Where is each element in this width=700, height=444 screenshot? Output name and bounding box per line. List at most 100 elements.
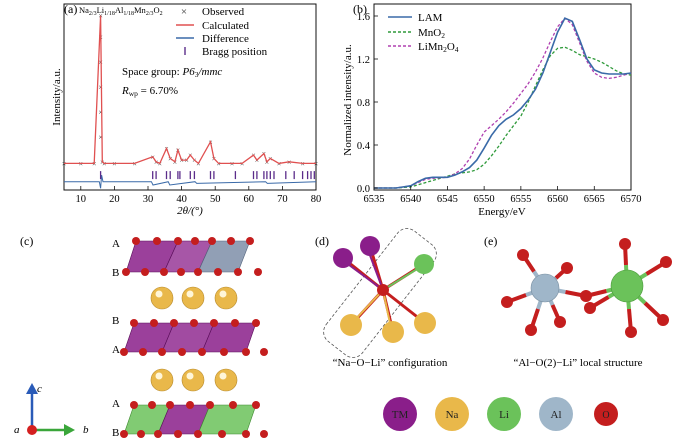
layer-label-6: B xyxy=(112,427,119,439)
o-atom xyxy=(186,401,194,409)
panel-b-xanes: (b) 6535 6540 6545 6550 6555 6560 6565 6570 0.0… xyxy=(342,2,642,218)
panel-e-label: (e) xyxy=(484,234,497,248)
panel-b-x-label: Energy/eV xyxy=(478,206,526,218)
b-axis-arrowhead xyxy=(64,424,75,436)
al-atom xyxy=(530,273,560,303)
y-tick-label: 0.4 xyxy=(357,141,371,152)
observed-marker: × xyxy=(98,133,103,142)
panel-e-caption: “Al−O(2)−Li” local structure xyxy=(513,357,642,369)
na-atom xyxy=(340,314,362,336)
x-tick-label: 70 xyxy=(277,194,288,205)
atom-color-legend: TM Na Li Al O xyxy=(383,397,618,431)
panel-c-label: (c) xyxy=(20,234,33,248)
rwp-annotation: Rwp = 6.70% xyxy=(121,85,178,98)
o-atom xyxy=(377,284,389,296)
o-atom xyxy=(122,268,130,276)
highlight xyxy=(186,372,194,380)
tm-layer-bottom xyxy=(120,401,268,438)
difference-line xyxy=(64,174,317,189)
x-tick-label: 6545 xyxy=(437,194,458,205)
legend-observed-label: Observed xyxy=(202,6,245,18)
panel-a-y-label: Intensity/a.u. xyxy=(51,68,63,126)
o-atom xyxy=(190,319,198,327)
panel-a-xrd-refinement: (a) × × ×××× × ××× ××× ××× ××× ×××× × ××××××× × × ×××… xyxy=(51,2,321,217)
bond xyxy=(382,265,423,291)
o-atom xyxy=(160,268,168,276)
o-atom xyxy=(229,401,237,409)
o-atom xyxy=(501,296,513,308)
y-tick-label: 0.8 xyxy=(357,98,370,109)
oxygen-atoms xyxy=(501,238,672,338)
x-tick-label: 6555 xyxy=(510,194,531,205)
o-atom xyxy=(657,314,669,326)
x-tick-label: 60 xyxy=(244,194,255,205)
y-tick-label: 1.6 xyxy=(357,12,370,23)
o-atom xyxy=(584,302,596,314)
o-atom xyxy=(660,256,672,268)
na-atom xyxy=(414,312,436,334)
o-atom xyxy=(218,430,226,438)
c-axis-label: c xyxy=(37,383,42,395)
observed-marker: × xyxy=(98,83,103,92)
layer-label-4: A xyxy=(112,344,120,356)
legend-limn2o4-label: LiMn2O4 xyxy=(418,41,459,54)
o-atom xyxy=(191,237,199,245)
y-tick-label: 0.0 xyxy=(357,184,370,195)
o-atom xyxy=(580,290,592,302)
o-atom xyxy=(625,326,637,338)
o-atom xyxy=(208,237,216,245)
panel-a-x-ticks: 10 20 30 40 50 60 70 80 xyxy=(76,186,321,205)
panel-a-plot-area: × × ×××× × ××× ××× ××× ××× ×××× × ××××××× × × ×××××× xyxy=(62,12,318,189)
legend-na-swatch xyxy=(435,397,469,431)
o-atom xyxy=(194,268,202,276)
tm-atom xyxy=(360,236,380,256)
axis-triad: c b a xyxy=(14,383,89,436)
space-group-annotation: Space group: P63/mmc xyxy=(122,66,222,79)
legend-o-label: O xyxy=(602,410,609,421)
o-atom xyxy=(154,430,162,438)
a-axis-dot xyxy=(27,425,37,435)
tm-layer-middle xyxy=(120,319,268,356)
bond xyxy=(344,261,384,291)
layer-label-1: A xyxy=(112,238,120,250)
o-atom xyxy=(227,237,235,245)
o-atom xyxy=(220,348,228,356)
panel-c-crystal-structure: (c) A B B A A B xyxy=(14,234,268,439)
o-atom xyxy=(158,348,166,356)
legend-calculated-label: Calculated xyxy=(202,20,250,32)
o-atom xyxy=(246,237,254,245)
na-atom xyxy=(214,368,238,392)
panel-a-legend: × Observed Calculated Difference Bragg p… xyxy=(176,6,268,58)
o-atom xyxy=(561,262,573,274)
x-tick-label: 6550 xyxy=(474,194,495,205)
o-atom xyxy=(554,316,566,328)
panel-a-frame xyxy=(63,3,317,191)
oxygen-atoms-top xyxy=(122,237,262,276)
x-tick-label: 10 xyxy=(76,194,87,205)
o-atom xyxy=(132,237,140,245)
na-atom xyxy=(150,368,174,392)
o-atom xyxy=(214,268,222,276)
highlight xyxy=(155,372,163,380)
o-atom xyxy=(174,237,182,245)
o-atom xyxy=(194,430,202,438)
oxygen-atoms-bottom xyxy=(120,401,268,438)
layer-label-2: B xyxy=(112,267,119,279)
li-atom xyxy=(414,254,434,274)
panel-b-y-ticks: 0.0 0.4 0.8 1.2 1.6 xyxy=(357,12,378,195)
x-tick-label: 6540 xyxy=(400,194,421,205)
o-atom xyxy=(619,238,631,250)
x-tick-label: 40 xyxy=(176,194,187,205)
o-atom xyxy=(252,319,260,327)
x-tick-label: 6570 xyxy=(621,194,642,205)
panel-b-y-label: Normalized intensity/a.u. xyxy=(342,44,354,156)
o-atom xyxy=(231,319,239,327)
legend-tm-label: TM xyxy=(392,409,409,421)
bond xyxy=(367,249,384,291)
legend-lam-label: LAM xyxy=(418,12,443,24)
o-atom xyxy=(177,268,185,276)
o-atom xyxy=(120,348,128,356)
highlight xyxy=(219,372,227,380)
o-atom xyxy=(130,401,138,409)
